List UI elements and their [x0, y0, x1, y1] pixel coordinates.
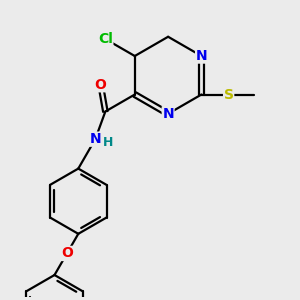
Text: N: N	[162, 107, 174, 121]
Text: O: O	[61, 246, 73, 260]
Text: Cl: Cl	[98, 32, 113, 46]
Text: N: N	[196, 49, 207, 63]
Text: O: O	[95, 78, 106, 92]
Text: H: H	[103, 136, 113, 149]
Text: S: S	[224, 88, 234, 101]
Text: N: N	[89, 132, 101, 146]
